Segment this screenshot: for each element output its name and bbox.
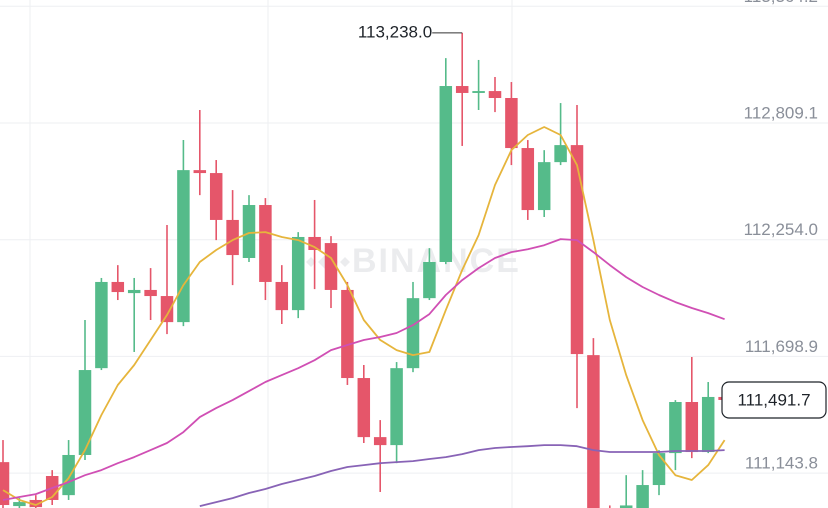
candle-body xyxy=(423,261,436,299)
y-tick-label: 112,254.0 xyxy=(744,220,818,239)
candle-body xyxy=(324,243,338,290)
candle-body xyxy=(177,170,190,323)
candle-body xyxy=(406,298,420,369)
moving-average-line xyxy=(2,126,726,506)
candle-body xyxy=(439,86,453,262)
axis-labels: 111,143.8 111,698.9 112,254.0 112,809.1 113,… xyxy=(358,0,827,473)
moving-average-line xyxy=(2,238,725,501)
candle-body xyxy=(570,145,584,355)
current-price-box xyxy=(721,381,827,419)
candle-body xyxy=(472,91,485,93)
candle-body xyxy=(259,205,272,282)
candle-body xyxy=(587,355,600,508)
candle-body xyxy=(505,98,518,149)
candle-body xyxy=(144,289,157,297)
candle-body xyxy=(95,281,108,369)
candle-body xyxy=(13,502,26,507)
candle-body xyxy=(111,281,125,293)
candle-body xyxy=(455,86,469,93)
candle-body xyxy=(652,453,666,486)
candle-body xyxy=(619,505,633,508)
candle-body xyxy=(242,205,256,258)
candle-body xyxy=(127,289,141,294)
candle-body xyxy=(62,454,75,496)
candle-body xyxy=(193,170,207,174)
y-tick-label: 111,143.8 xyxy=(745,454,818,473)
candle-body xyxy=(160,296,174,323)
candle-body xyxy=(29,499,43,508)
candle-body xyxy=(537,162,551,211)
candle-body xyxy=(390,368,403,446)
candle-body xyxy=(78,370,92,455)
watermark-text: BINANCE xyxy=(352,242,521,280)
candle-body xyxy=(341,289,354,379)
candle-body xyxy=(521,148,535,211)
candle-body xyxy=(209,173,223,220)
candle-body xyxy=(669,402,682,454)
annotation-text: 113,238.0 xyxy=(358,22,432,41)
candle-body xyxy=(554,145,567,163)
candle-body xyxy=(701,396,715,453)
current-price-label: 111,491.7 xyxy=(737,390,810,409)
candle-body xyxy=(291,236,305,311)
y-tick-label: 111,698.9 xyxy=(745,337,818,356)
candle-body xyxy=(685,402,699,453)
moving-average-line xyxy=(199,444,725,507)
candle-body xyxy=(308,236,321,251)
plot xyxy=(0,32,728,508)
candle-body xyxy=(357,378,371,438)
candle-body xyxy=(275,281,289,311)
y-tick-label: 112,809.1 xyxy=(744,103,818,122)
y-tick-label: 113,364.2 xyxy=(744,0,818,6)
candle-body xyxy=(488,91,502,99)
candle-body xyxy=(0,462,10,506)
candle-body xyxy=(373,437,387,446)
candle-body xyxy=(636,485,649,508)
candle-body xyxy=(226,219,239,256)
